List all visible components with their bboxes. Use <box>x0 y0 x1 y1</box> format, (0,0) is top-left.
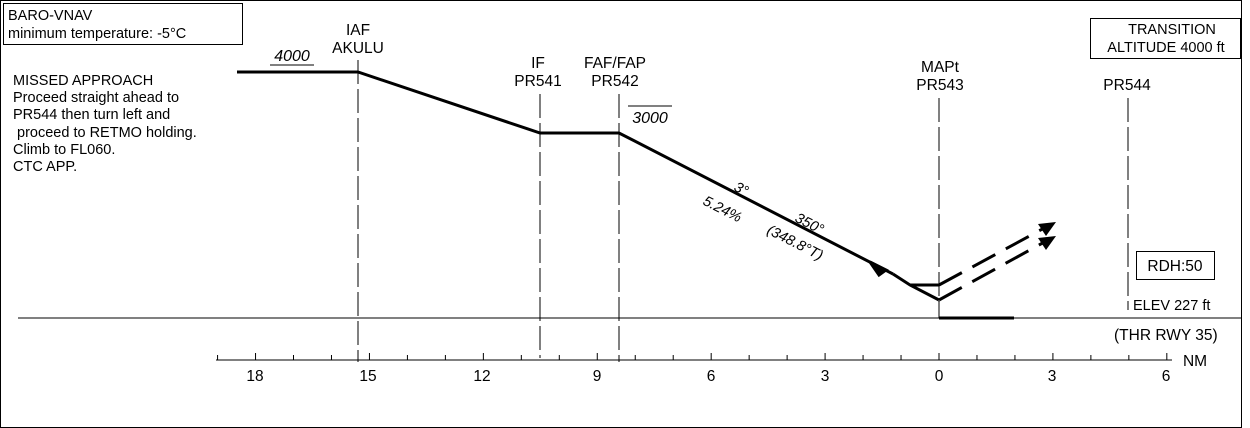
axis-label-0: 0 <box>935 368 944 385</box>
iaf-label: IAF <box>346 22 370 39</box>
descent-gradient: 5.24% <box>700 193 744 226</box>
missed-approach-line1: MISSED APPROACH <box>13 73 153 89</box>
distance-axis-ticks <box>217 353 1168 360</box>
pr544-label: PR544 <box>1103 77 1151 94</box>
altitude-4000: 4000 <box>274 48 310 65</box>
rdh-label: RDH:50 <box>1147 258 1203 275</box>
akulu-label: AKULU <box>332 40 384 57</box>
transition-line2: ALTITUDE 4000 ft <box>1107 40 1224 56</box>
axis-label-12: 12 <box>473 368 490 385</box>
pr542-label: PR542 <box>591 73 638 90</box>
axis-label-15: 15 <box>359 368 376 385</box>
missed-approach-line6: CTC APP. <box>13 159 77 175</box>
missed-approach-line3: PR544 then turn left and <box>13 107 170 123</box>
axis-label-3: 3 <box>821 368 830 385</box>
missed-approach-arrow-lower <box>1038 236 1056 250</box>
distance-axis-unit: NM <box>1183 353 1207 370</box>
faf-fap-label: FAF/FAP <box>584 55 646 72</box>
pr541-label: PR541 <box>514 73 561 90</box>
transition-altitude-box <box>1090 18 1241 59</box>
mapt-label: MAPt <box>921 59 960 76</box>
missed-approach-arrow-upper <box>1038 222 1056 236</box>
pr543-label: PR543 <box>916 77 963 94</box>
missed-approach-path-lower <box>938 238 1049 302</box>
baro-vnav-box <box>3 3 243 45</box>
descent-profile-path <box>237 70 894 276</box>
axis-label-6: 6 <box>707 368 716 385</box>
rdh-box <box>1136 251 1215 280</box>
elevation-label: ELEV 227 ft <box>1133 298 1210 314</box>
descent-angle: 3° <box>731 179 751 200</box>
transition-line1: TRANSITION <box>1128 22 1216 38</box>
missed-approach-path-upper <box>938 224 1049 287</box>
if-label: IF <box>531 55 545 72</box>
descent-direction-arrow <box>868 260 889 278</box>
missed-approach-line4: proceed to RETMO holding. <box>13 125 197 141</box>
axis-label-9: 9 <box>593 368 602 385</box>
descent-course: 350° <box>792 210 826 238</box>
missed-approach-line5: Climb to FL060. <box>13 142 115 158</box>
axis-label-18: 18 <box>246 368 263 385</box>
baro-vnav-line1: BARO-VNAV <box>8 8 93 24</box>
altitude-3000: 3000 <box>632 110 668 127</box>
final-segment-path <box>892 272 940 302</box>
axis-label-3-after: 3 <box>1048 368 1057 385</box>
axis-label-6-after: 6 <box>1162 368 1171 385</box>
baro-vnav-line2: minimum temperature: -5°C <box>8 26 186 42</box>
missed-approach-line2: Proceed straight ahead to <box>13 90 179 106</box>
threshold-label: (THR RWY 35) <box>1114 327 1218 344</box>
